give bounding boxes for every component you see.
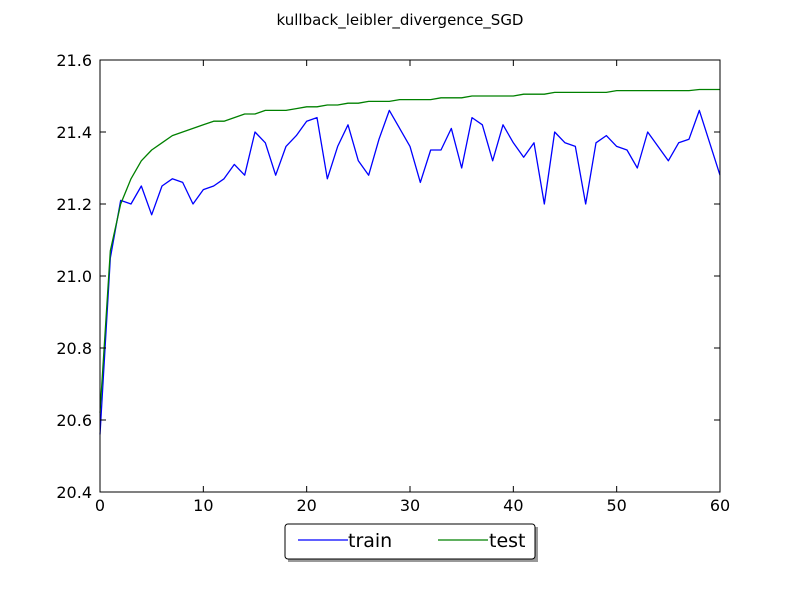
legend: train test bbox=[284, 523, 538, 562]
plot-frame bbox=[99, 59, 721, 493]
y-tick-label: 21.0 bbox=[56, 267, 92, 286]
x-tick-label: 20 bbox=[296, 496, 316, 515]
x-tick-label: 10 bbox=[193, 496, 213, 515]
y-tick-label: 20.6 bbox=[56, 411, 92, 430]
ticks-layer: 0 10 20 30 40 50 60 20.4 20.6 20.8 21.0 21.2 21.4 21.… bbox=[56, 51, 730, 515]
y-tick-label: 20.4 bbox=[56, 483, 92, 502]
y-tick-label: 21.4 bbox=[56, 123, 92, 142]
legend-label-train: train bbox=[348, 530, 392, 552]
y-tick-label: 20.8 bbox=[56, 339, 92, 358]
series-layer bbox=[99, 88, 721, 435]
x-tick-label: 50 bbox=[606, 496, 626, 515]
y-tick-label: 21.6 bbox=[56, 51, 92, 70]
x-tick-label: 0 bbox=[95, 496, 105, 515]
legend-items: train test bbox=[298, 530, 526, 552]
x-tick-label: 40 bbox=[503, 496, 523, 515]
chart-title: kullback_leibler_divergence_SGD bbox=[277, 11, 524, 30]
x-tick-label: 30 bbox=[400, 496, 420, 515]
x-tick-label: 60 bbox=[710, 496, 730, 515]
series-line-test bbox=[99, 88, 720, 413]
y-tick-label: 21.2 bbox=[56, 195, 92, 214]
legend-box bbox=[284, 523, 536, 560]
legend-label-test: test bbox=[489, 530, 526, 552]
series-line-train bbox=[99, 109, 721, 435]
